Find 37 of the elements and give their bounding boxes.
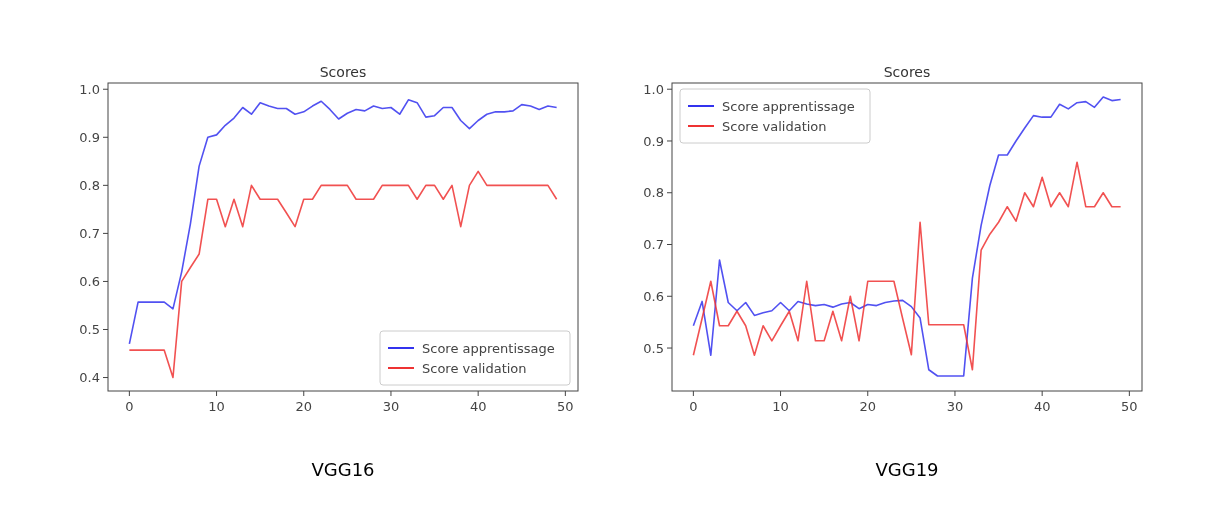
y-tick-label: 0.5 bbox=[643, 340, 664, 356]
chart-title: Scores bbox=[883, 64, 931, 80]
legend-label: Score validation bbox=[722, 118, 827, 134]
legend-label: Score validation bbox=[422, 360, 527, 376]
y-tick-label: 0.8 bbox=[643, 185, 664, 201]
y-tick-label: 0.5 bbox=[79, 322, 100, 338]
x-tick-label: 50 bbox=[557, 399, 574, 414]
y-tick-label: 0.6 bbox=[643, 288, 664, 304]
x-tick-label: 40 bbox=[469, 399, 487, 414]
y-tick-label: 0.9 bbox=[643, 133, 664, 149]
y-tick-label: 0.7 bbox=[643, 237, 664, 253]
line-series bbox=[692, 161, 1122, 371]
y-tick-label: 0.8 bbox=[79, 177, 100, 193]
x-tick-label: 0 bbox=[125, 399, 134, 414]
y-tick-label: 0.4 bbox=[79, 370, 100, 386]
chart-title: Scores bbox=[319, 64, 367, 80]
x-tick-label: 20 bbox=[295, 399, 313, 414]
text: VGG19 bbox=[875, 459, 939, 480]
y-tick-label: 0.9 bbox=[79, 129, 100, 145]
y-tick-label: 1.0 bbox=[79, 81, 100, 97]
x-tick-label: 20 bbox=[859, 399, 877, 414]
y-tick-label: 1.0 bbox=[643, 81, 664, 97]
x-tick-label: 30 bbox=[382, 399, 400, 414]
x-tick-label: 30 bbox=[946, 399, 964, 414]
x-tick-label: 40 bbox=[1033, 399, 1051, 414]
x-tick-label: 10 bbox=[208, 399, 225, 414]
line-series bbox=[692, 96, 1122, 377]
text: VGG16 bbox=[311, 459, 375, 480]
line-series bbox=[128, 99, 558, 345]
legend-label: Score apprentissage bbox=[422, 340, 555, 356]
y-tick-label: 0.6 bbox=[79, 274, 100, 289]
x-tick-label: 50 bbox=[1121, 399, 1138, 414]
x-tick-label: 10 bbox=[772, 399, 789, 414]
y-tick-label: 0.7 bbox=[79, 225, 100, 241]
legend-label: Score apprentissage bbox=[722, 98, 855, 114]
line-series bbox=[128, 170, 558, 379]
x-tick-label: 0 bbox=[689, 399, 698, 414]
